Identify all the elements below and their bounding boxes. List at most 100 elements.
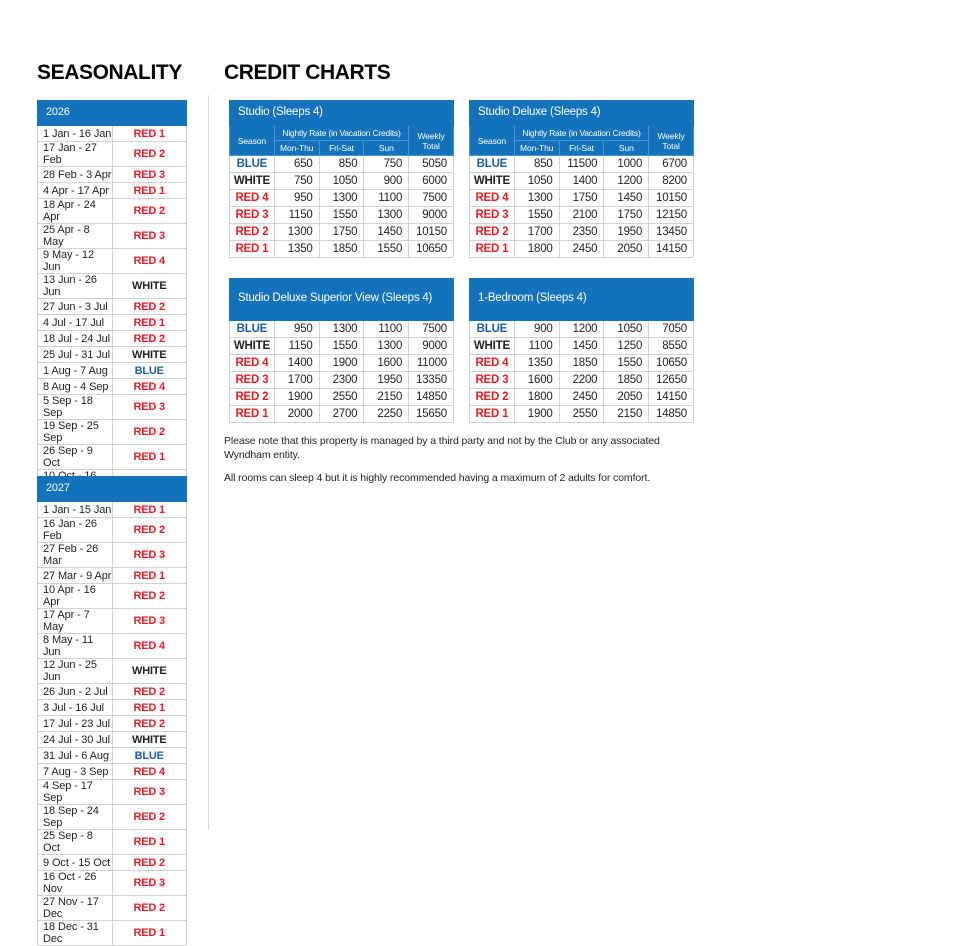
page-title-seasonality: SEASONALITY	[37, 61, 182, 84]
weekly-total: 11000	[408, 354, 454, 372]
season-code-badge: RED 3	[111, 223, 187, 249]
rate-fri-sat: 1200	[558, 320, 605, 338]
season-code-badge: RED 1	[111, 699, 187, 716]
credit-chart-studio-wrapper: Studio (Sleeps 4) Season Nightly Rate (in …	[229, 100, 454, 258]
weekly-total: 14850	[408, 388, 454, 406]
season-date-range: 8 Aug - 4 Sep	[37, 378, 113, 395]
rate-fri-sat: 2450	[558, 388, 605, 406]
rate-fri-sat: 1300	[318, 320, 365, 338]
rate-fri-sat: 850	[318, 155, 365, 173]
table-row: 27 Feb - 26 Mar RED 3	[37, 542, 187, 568]
rate-sun: 2150	[603, 405, 650, 423]
column-header-sun: Sun	[363, 140, 410, 156]
table-row: 3 Jul - 16 Jul RED 1	[37, 699, 187, 716]
table-row: 18 Dec - 31 Dec RED 1	[37, 920, 187, 946]
table-row: 28 Feb - 3 Apr RED 3	[37, 166, 187, 183]
rate-mon-thu: 900	[513, 320, 560, 338]
table-row: WHITE 1150 1550 1300 9000	[229, 337, 454, 355]
season-code-badge: RED 2	[111, 895, 187, 921]
weekly-total: 13350	[408, 371, 454, 389]
rate-mon-thu: 1100	[513, 337, 560, 355]
table-row: RED 4 950 1300 1100 7500	[229, 189, 454, 207]
season-date-range: 18 Sep - 24 Sep	[37, 804, 113, 830]
credit-chart-title: 1-Bedroom (Sleeps 4)	[469, 278, 694, 321]
rate-sun: 2150	[363, 388, 410, 406]
rate-sun: 1950	[603, 223, 650, 241]
season-code-cell: BLUE	[469, 320, 515, 338]
column-divider	[208, 95, 209, 830]
rate-sun: 1100	[363, 189, 410, 207]
rate-mon-thu: 1150	[273, 337, 320, 355]
table-row: BLUE 850 11500 1000 6700	[469, 155, 694, 173]
season-date-range: 4 Jul - 17 Jul	[37, 314, 113, 331]
rate-mon-thu: 950	[273, 189, 320, 207]
season-date-range: 17 Jul - 23 Jul	[37, 715, 113, 732]
season-date-range: 8 May - 11 Jun	[37, 633, 113, 659]
season-code-badge: RED 1	[111, 567, 187, 584]
credit-chart-studio: Studio (Sleeps 4) Season Nightly Rate (in …	[229, 100, 454, 258]
season-code-badge: RED 2	[111, 804, 187, 830]
season-date-range: 24 Jul - 30 Jul	[37, 731, 113, 748]
table-row: WHITE 750 1050 900 6000	[229, 172, 454, 190]
season-date-range: 16 Jan - 26 Feb	[37, 517, 113, 543]
rate-sun: 1850	[603, 371, 650, 389]
season-code-badge: RED 2	[111, 854, 187, 871]
table-row: 18 Apr - 24 Apr RED 2	[37, 198, 187, 224]
rate-mon-thu: 1600	[513, 371, 560, 389]
weekly-total: 12150	[648, 206, 694, 224]
season-date-range: 19 Sep - 25 Sep	[37, 419, 113, 445]
rate-mon-thu: 1800	[513, 240, 560, 258]
credit-chart-studio-deluxe: Studio Deluxe (Sleeps 4) Season Nightly Ra…	[469, 100, 694, 258]
table-row: 25 Jul - 31 Jul WHITE	[37, 346, 187, 363]
season-code-badge: RED 3	[111, 394, 187, 420]
note-third-party: Please note that this property is manage…	[224, 435, 660, 461]
season-code-badge: RED 1	[111, 314, 187, 331]
rate-mon-thu: 1800	[513, 388, 560, 406]
rate-mon-thu: 1700	[513, 223, 560, 241]
season-date-range: 25 Jul - 31 Jul	[37, 346, 113, 363]
season-code-badge: RED 2	[111, 517, 187, 543]
notes-section: Please note that this property is manage…	[224, 434, 694, 494]
rate-fri-sat: 11500	[558, 155, 605, 173]
table-row: RED 2 1800 2450 2050 14150	[469, 388, 694, 406]
rate-sun: 1600	[363, 354, 410, 372]
season-code-cell: RED 4	[469, 189, 515, 207]
credit-chart-header-row-sub: Mon-Thu Fri-Sat Sun	[470, 140, 694, 156]
season-code-cell: RED 2	[229, 223, 275, 241]
rate-sun: 1000	[603, 155, 650, 173]
column-header-weekly-total: Weekly Total	[408, 125, 454, 156]
season-date-range: 28 Feb - 3 Apr	[37, 166, 113, 183]
rate-sun: 2050	[603, 388, 650, 406]
weekly-total: 10150	[408, 223, 454, 241]
season-code-badge: RED 2	[111, 683, 187, 700]
weekly-total: 7500	[408, 320, 454, 338]
rate-sun: 750	[363, 155, 410, 173]
rate-mon-thu: 1900	[273, 388, 320, 406]
table-row: 18 Jul - 24 Jul RED 2	[37, 330, 187, 347]
season-date-range: 26 Jun - 2 Jul	[37, 683, 113, 700]
table-row: 18 Sep - 24 Sep RED 2	[37, 804, 187, 830]
table-row: 1 Aug - 7 Aug BLUE	[37, 362, 187, 379]
rate-fri-sat: 1900	[318, 354, 365, 372]
column-header-nightly-rate-group: Nightly Rate (in Vacation Credits)	[273, 125, 410, 141]
rate-sun: 1100	[363, 320, 410, 338]
season-code-badge: RED 4	[111, 248, 187, 274]
weekly-total: 9000	[408, 206, 454, 224]
season-code-badge: RED 2	[111, 198, 187, 224]
table-row: 26 Jun - 2 Jul RED 2	[37, 683, 187, 700]
credit-chart-header-row-sub: Mon-Thu Fri-Sat Sun	[230, 140, 454, 156]
rate-mon-thu: 1300	[513, 189, 560, 207]
rate-fri-sat: 1550	[318, 337, 365, 355]
credit-body-studio-deluxe: Studio Deluxe (Sleeps 4) Season Nightly Ra…	[469, 100, 694, 258]
seasonality-year-banner-row: 2026	[37, 100, 187, 126]
season-code-badge: RED 2	[111, 141, 187, 167]
rate-fri-sat: 1750	[558, 189, 605, 207]
rate-sun: 1450	[363, 223, 410, 241]
table-row: 27 Mar - 9 Apr RED 1	[37, 567, 187, 584]
season-date-range: 25 Apr - 8 May	[37, 223, 113, 249]
season-date-range: 9 May - 12 Jun	[37, 248, 113, 274]
column-header-mon-thu: Mon-Thu	[273, 140, 320, 156]
season-code-cell: WHITE	[229, 172, 275, 190]
season-date-range: 27 Feb - 26 Mar	[37, 542, 113, 568]
table-row: 26 Sep - 9 Oct RED 1	[37, 444, 187, 470]
